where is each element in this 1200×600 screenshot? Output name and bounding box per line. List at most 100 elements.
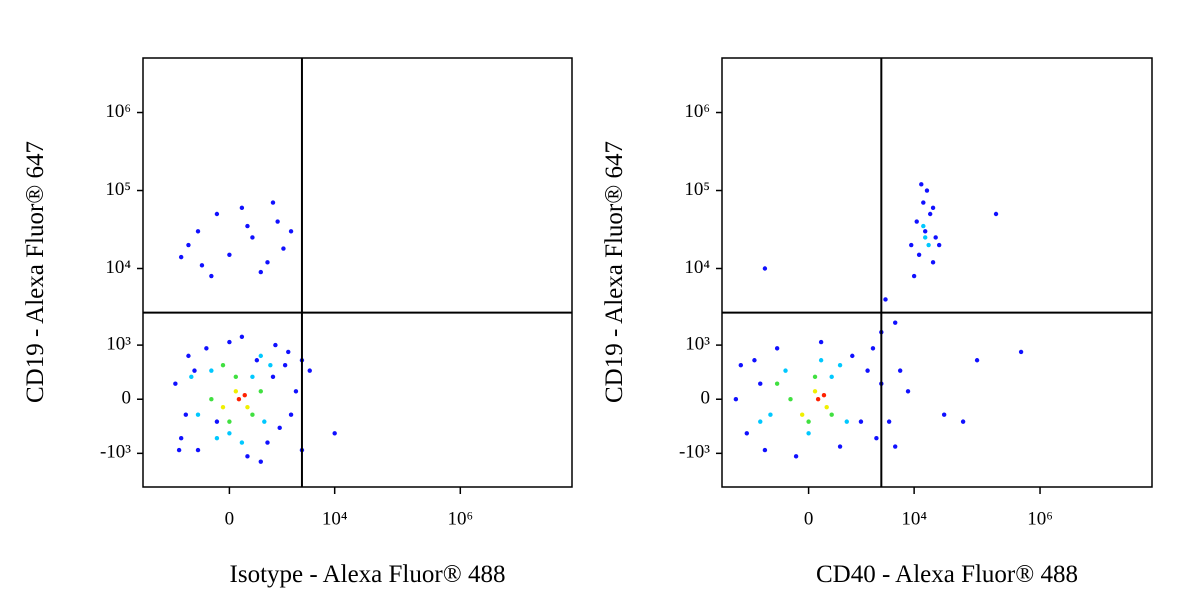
event-dot [738, 362, 744, 368]
event-dot [793, 454, 799, 459]
event-dot [837, 362, 843, 368]
event-dot [850, 353, 855, 359]
x-axis-label: CD40 - Alexa Fluor® 488 [816, 561, 1078, 588]
event-dot [265, 440, 270, 445]
event-dot [768, 412, 773, 417]
event-dot [923, 229, 928, 234]
event-dot [186, 242, 191, 248]
event-dot [236, 397, 242, 402]
x-tick-label: 10⁴ [901, 508, 927, 529]
event-dot [227, 339, 232, 345]
event-dot [178, 436, 184, 441]
y-tick-label: -10³ [679, 442, 710, 463]
event-dot [220, 404, 226, 410]
event-dot [273, 342, 278, 348]
event-dot [911, 273, 917, 279]
x-axis-label: Isotype - Alexa Fluor® 488 [230, 561, 506, 588]
y-tick-label: 0 [701, 388, 711, 409]
event-dot [919, 182, 924, 187]
event-dot [195, 412, 201, 417]
event-dot [286, 349, 291, 355]
event-dot [865, 368, 870, 373]
event-dot [239, 440, 245, 445]
event-dot [824, 404, 829, 410]
event-dot [281, 246, 286, 251]
event-dot [245, 223, 250, 229]
event-dot [758, 381, 763, 386]
event-dot [837, 444, 843, 449]
event-dot [936, 242, 942, 248]
event-dot [829, 374, 834, 380]
event-dot [909, 242, 914, 248]
event-dot [1018, 349, 1024, 355]
event-dot [812, 389, 818, 394]
event-dot [275, 219, 280, 224]
event-dot [926, 242, 931, 248]
event-dot [799, 412, 805, 417]
event-dot [993, 211, 999, 217]
event-dot [916, 252, 922, 257]
event-dot [242, 393, 247, 398]
event-dot [923, 235, 928, 240]
event-dot [173, 381, 178, 386]
event-dot [227, 419, 232, 424]
event-dot [270, 374, 276, 380]
event-dot [844, 419, 849, 424]
event-dot [268, 362, 273, 368]
event-dot [288, 412, 294, 417]
event-dot [204, 346, 209, 351]
event-dot [307, 368, 312, 373]
x-tick-label: 10⁴ [322, 508, 348, 529]
event-dot [893, 444, 898, 449]
event-dot [914, 219, 919, 224]
event-dot [818, 358, 824, 363]
event-dot [930, 205, 936, 211]
event-dot [974, 358, 980, 363]
event-dot [189, 374, 194, 380]
y-tick-label: 10³ [685, 333, 710, 354]
x-tick-label: 10⁶ [1027, 508, 1053, 529]
event-dot [250, 412, 255, 417]
event-dot [752, 358, 757, 363]
event-dot [209, 273, 214, 279]
event-dot [924, 188, 930, 193]
event-dot [183, 412, 189, 417]
event-dot [270, 200, 276, 205]
event-dot [214, 419, 220, 424]
event-dot [178, 254, 184, 260]
event-dot [921, 200, 926, 205]
event-dot [893, 320, 898, 325]
event-dot [192, 368, 197, 373]
event-dot [829, 412, 834, 417]
x-tick-label: 0 [804, 508, 814, 529]
y-tick-label: 10⁶ [684, 101, 710, 122]
event-dot [332, 431, 337, 436]
event-dot [199, 263, 205, 268]
event-dot [762, 266, 768, 271]
x-tick-label: 0 [225, 508, 235, 529]
y-tick-label: -10³ [100, 442, 131, 463]
y-tick-label: 10⁵ [684, 179, 710, 200]
event-dot [209, 397, 214, 402]
event-dot [883, 297, 888, 302]
event-dot [214, 211, 220, 217]
event-dot [774, 346, 780, 351]
event-dot [176, 447, 182, 453]
event-dot [933, 235, 938, 240]
event-dot [277, 425, 282, 431]
event-dot [239, 205, 245, 211]
event-dot [921, 223, 926, 229]
y-tick-label: 10⁴ [684, 257, 710, 278]
event-dot [886, 419, 892, 424]
event-dot [227, 431, 232, 436]
event-dot [812, 374, 818, 380]
event-dot [293, 389, 299, 394]
event-dot [870, 346, 876, 351]
event-dot [806, 431, 811, 436]
event-dot [821, 393, 827, 398]
event-dot [233, 374, 239, 380]
event-dot [258, 269, 263, 275]
event-dot [262, 419, 267, 424]
event-dot [258, 389, 263, 394]
event-dot [254, 358, 260, 363]
